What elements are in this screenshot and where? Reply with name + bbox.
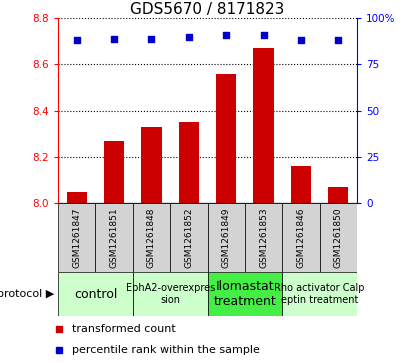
Bar bbox=[208, 272, 282, 316]
Point bbox=[335, 37, 342, 43]
Bar bbox=[58, 203, 95, 272]
Point bbox=[223, 32, 229, 38]
Bar bbox=[245, 203, 282, 272]
Text: GSM1261848: GSM1261848 bbox=[147, 208, 156, 268]
Bar bbox=[95, 203, 133, 272]
Title: GDS5670 / 8171823: GDS5670 / 8171823 bbox=[130, 2, 285, 17]
Bar bbox=[133, 203, 170, 272]
Text: percentile rank within the sample: percentile rank within the sample bbox=[72, 345, 260, 355]
Bar bbox=[208, 203, 245, 272]
Point bbox=[148, 36, 155, 41]
Bar bbox=[290, 166, 311, 203]
Bar bbox=[133, 272, 208, 316]
Bar bbox=[178, 122, 199, 203]
Text: GSM1261853: GSM1261853 bbox=[259, 207, 268, 268]
Bar bbox=[66, 192, 87, 203]
Point bbox=[260, 32, 267, 38]
Text: GSM1261846: GSM1261846 bbox=[296, 208, 305, 268]
Text: Rho activator Calp
eptin treatment: Rho activator Calp eptin treatment bbox=[274, 283, 365, 305]
Point bbox=[186, 34, 192, 40]
Bar bbox=[170, 203, 208, 272]
Text: GSM1261849: GSM1261849 bbox=[222, 208, 231, 268]
Text: EphA2-overexpres
sion: EphA2-overexpres sion bbox=[125, 283, 215, 305]
Text: control: control bbox=[74, 287, 117, 301]
Point bbox=[298, 37, 304, 43]
Bar bbox=[216, 74, 237, 203]
Text: GSM1261851: GSM1261851 bbox=[110, 207, 119, 268]
Text: Ilomastat
treatment: Ilomastat treatment bbox=[213, 280, 276, 308]
Bar bbox=[253, 48, 274, 203]
Point bbox=[111, 36, 117, 41]
Text: GSM1261850: GSM1261850 bbox=[334, 207, 343, 268]
Bar bbox=[141, 127, 162, 203]
Bar bbox=[282, 203, 320, 272]
Bar bbox=[320, 203, 357, 272]
Bar bbox=[58, 272, 133, 316]
Text: GSM1261852: GSM1261852 bbox=[184, 208, 193, 268]
Text: GSM1261847: GSM1261847 bbox=[72, 208, 81, 268]
Bar bbox=[282, 272, 357, 316]
Text: transformed count: transformed count bbox=[72, 324, 176, 334]
Bar bbox=[328, 187, 349, 203]
Point bbox=[73, 37, 80, 43]
Bar bbox=[104, 141, 124, 203]
Text: protocol ▶: protocol ▶ bbox=[0, 289, 54, 299]
